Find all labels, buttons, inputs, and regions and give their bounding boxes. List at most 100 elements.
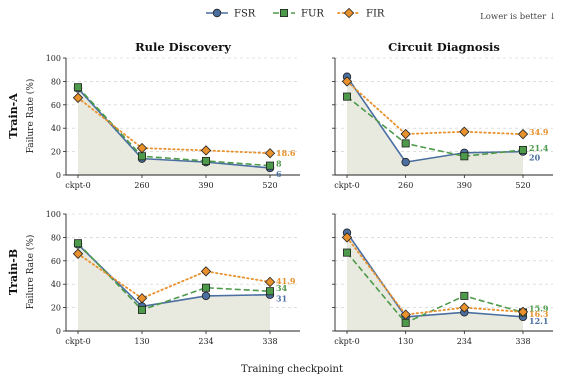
x-tick-label: 338: [262, 337, 277, 346]
panel-4: ckpt-0 130 234 338 12.1 15.916.3: [332, 213, 553, 346]
x-axis-label: Training checkpoint: [241, 364, 343, 375]
series-line-fir: [346, 236, 524, 316]
end-label-fur: 34: [276, 283, 288, 293]
x-tick-label: ckpt-0: [334, 337, 359, 346]
panel-1: 0 20 40 60 80 100 ckpt-0 260 390 520 Rule Discover…: [46, 40, 300, 190]
data-point-fsr: [401, 157, 410, 167]
data-point-fir: [200, 145, 212, 156]
data-point-fur: [74, 83, 83, 92]
x-tick-label: 390: [198, 181, 213, 190]
data-point-fsr: [201, 291, 211, 301]
data-point-fir: [400, 128, 411, 140]
x-tick-label: 130: [398, 337, 413, 346]
y-tick-label: 0: [56, 327, 61, 336]
end-label-fsr: 6: [276, 169, 282, 179]
data-point-fir: [459, 126, 470, 137]
data-point-fur: [201, 283, 210, 292]
lower-is-better-note: Lower is better ↓: [480, 12, 556, 22]
x-tick-label: 338: [515, 337, 530, 346]
data-point-fur: [265, 287, 274, 296]
x-tick-label: 130: [134, 337, 149, 346]
y-tick-label: 40: [51, 124, 61, 133]
series-line-fir: [346, 80, 524, 136]
series-line-fir: [77, 96, 271, 155]
end-label-fur: 15.9: [529, 303, 549, 313]
fsr-area: [347, 232, 523, 331]
fsr-area: [347, 76, 523, 175]
fsr-area: [78, 244, 270, 331]
end-label-fir: 18.6: [276, 148, 296, 158]
legend: FSR FUR FIR: [206, 7, 385, 20]
data-point-fur: [342, 92, 351, 101]
data-point-fur: [401, 139, 410, 148]
end-label-fir: 16.3: [529, 309, 549, 319]
legend-label-fir: FIR: [366, 9, 385, 20]
data-point-fir: [136, 142, 148, 154]
data-point-fir: [200, 266, 212, 277]
legend-marker-fir: [343, 7, 355, 19]
y-tick-label: 100: [46, 210, 61, 219]
y-tick-label: 40: [51, 280, 61, 289]
row-label-train-b: Train-B: [7, 249, 20, 295]
y-tick-label: 60: [51, 101, 61, 110]
y-axis-label-top: Failure Rate (%): [25, 79, 36, 154]
data-point-fir: [341, 232, 353, 243]
x-tick-label: ckpt-0: [334, 181, 359, 190]
legend-label-fur: FUR: [301, 9, 324, 20]
data-point-fir: [517, 129, 529, 140]
end-label-fir: 41.9: [276, 276, 296, 286]
series-line-fur: [77, 86, 271, 167]
data-point-fir: [459, 302, 470, 313]
end-label-fsr: 12.1: [529, 316, 548, 326]
data-point-fur: [460, 291, 469, 300]
data-point-fir: [264, 148, 276, 159]
data-point-fir: [341, 76, 353, 87]
panel-title: Circuit Diagnosis: [388, 40, 500, 54]
x-tick-label: 234: [198, 337, 213, 346]
legend-label-fsr: FSR: [234, 9, 256, 20]
series-line-fir: [77, 252, 271, 300]
y-tick-label: 80: [51, 77, 61, 86]
y-tick-label: 60: [51, 257, 61, 266]
data-point-fur: [74, 239, 83, 248]
data-point-fur: [201, 156, 210, 165]
data-point-fur: [137, 305, 146, 314]
row-label-train-a: Train-A: [7, 93, 20, 139]
data-point-fir: [517, 306, 529, 318]
data-point-fur: [519, 145, 528, 154]
end-label-fur: 8: [276, 159, 282, 169]
data-point-fir: [72, 248, 84, 259]
series-line-fur: [346, 252, 524, 324]
series-line-fsr: [77, 243, 271, 308]
data-point-fir: [72, 92, 84, 103]
data-point-fir: [400, 309, 411, 320]
x-tick-label: ckpt-0: [65, 181, 90, 190]
x-tick-label: 520: [262, 181, 277, 190]
data-point-fur: [460, 152, 469, 161]
x-tick-label: 260: [398, 181, 413, 190]
y-axis-label-bottom: Failure Rate (%): [25, 235, 36, 310]
series-line-fsr: [346, 232, 524, 318]
series-line-fur: [346, 95, 524, 158]
end-label-fur: 21.4: [529, 143, 549, 153]
x-tick-label: ckpt-0: [65, 337, 90, 346]
y-tick-label: 100: [46, 54, 61, 63]
y-tick-label: 80: [51, 233, 61, 242]
end-label-fsr: 31: [276, 294, 287, 304]
data-point-fir: [264, 276, 276, 288]
y-tick-label: 20: [51, 148, 61, 157]
x-tick-label: 260: [134, 181, 149, 190]
end-label-fsr: 20: [529, 153, 541, 163]
y-tick-label: 20: [51, 304, 61, 313]
data-point-fur: [342, 248, 351, 257]
x-tick-label: 234: [457, 337, 472, 346]
legend-marker-fsr: [212, 8, 222, 18]
data-point-fur: [137, 152, 146, 161]
fsr-area: [78, 88, 270, 175]
y-tick-label: 0: [56, 171, 61, 180]
